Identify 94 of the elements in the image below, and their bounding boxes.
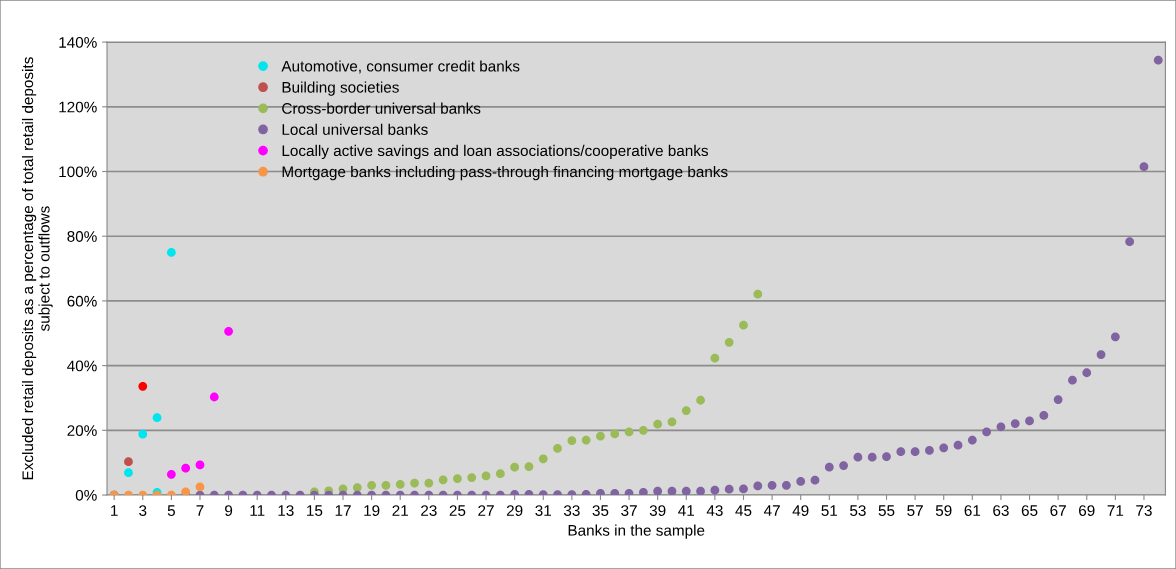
point — [538, 454, 548, 464]
point — [124, 468, 133, 478]
x-tick-label: 57 — [907, 505, 923, 516]
point — [181, 463, 191, 473]
x-tick-label: 55 — [878, 505, 895, 516]
x-tick-label: 39 — [649, 505, 666, 516]
x-tick-label: 5 — [167, 505, 175, 516]
x-tick-label: 1 — [111, 505, 118, 516]
point — [209, 392, 219, 402]
point — [166, 469, 176, 479]
x-tick-label: 67 — [1050, 505, 1066, 516]
x-tick-label: 3 — [139, 505, 147, 516]
point — [381, 480, 391, 490]
y-tick-label: 100% — [59, 166, 97, 178]
point — [596, 431, 605, 441]
x-tick-label: 21 — [392, 505, 408, 516]
x-tick-label: 7 — [196, 505, 204, 516]
x-tick-label: 31 — [535, 505, 551, 516]
point — [753, 289, 763, 299]
point — [681, 406, 691, 415]
point — [710, 353, 720, 363]
point — [624, 427, 634, 437]
x-tick-label: 71 — [1107, 505, 1124, 516]
point — [467, 473, 477, 482]
x-tick-label: 41 — [678, 505, 695, 516]
x-tick-label: 63 — [993, 505, 1009, 516]
y-tick-label: 40% — [67, 360, 97, 372]
point — [166, 248, 176, 257]
x-tick-label: 65 — [1021, 505, 1038, 516]
point — [352, 483, 362, 492]
x-tick-label: 51 — [821, 505, 838, 516]
point — [653, 419, 663, 429]
legend-label: Locally active savings and loan associations/cooperative banks — [282, 144, 709, 160]
x-tick-label: 11 — [250, 505, 265, 516]
point — [739, 320, 748, 330]
x-tick-label: 33 — [563, 505, 580, 516]
point — [581, 435, 591, 445]
point — [724, 337, 734, 347]
x-tick-label: 9 — [225, 505, 233, 516]
point — [438, 475, 448, 485]
x-tick-label: 53 — [850, 505, 866, 516]
point — [567, 436, 577, 446]
legend-label: Building societies — [282, 81, 399, 96]
x-tick-label: 27 — [478, 505, 494, 516]
x-tick-label: 17 — [335, 505, 351, 516]
point — [495, 469, 505, 479]
point — [152, 413, 162, 423]
x-tick-label: 15 — [307, 505, 323, 516]
point — [553, 444, 562, 453]
y-tick-label: 80% — [67, 231, 97, 242]
x-tick-label: 59 — [935, 505, 952, 516]
point — [667, 417, 677, 427]
point — [638, 425, 648, 435]
point — [195, 482, 205, 492]
x-tick-label: 47 — [763, 505, 780, 516]
x-tick-label: 23 — [421, 505, 437, 516]
x-tick-label: 37 — [621, 505, 637, 516]
point — [138, 381, 148, 391]
legend-label: Automotive, consumer credit banks — [281, 60, 520, 74]
x-tick-label: 25 — [449, 505, 466, 516]
point — [424, 478, 434, 488]
legend-label: Mortgage banks including pass-through financing mortgage banks — [282, 165, 728, 181]
x-tick-label: 29 — [506, 505, 523, 516]
x-tick-label: 45 — [735, 505, 752, 516]
point — [524, 462, 534, 471]
point — [138, 429, 148, 439]
point — [481, 471, 491, 481]
y-tick-label: 140% — [59, 36, 97, 48]
y-tick-label: 60% — [67, 295, 97, 307]
point — [395, 479, 405, 489]
x-tick-label: 43 — [706, 505, 723, 516]
y-tick-label: 0% — [75, 489, 97, 501]
point — [367, 480, 377, 490]
x-tick-label: 49 — [792, 505, 809, 516]
y-tick-label: 120% — [59, 101, 97, 113]
point — [610, 429, 620, 439]
legend-label: Cross-border universal banks — [282, 102, 481, 114]
point — [696, 395, 705, 405]
x-tick-label: 61 — [964, 505, 981, 516]
point — [195, 460, 205, 470]
x-tick-label: 35 — [592, 505, 609, 516]
x-axis-title: Banks in the sample — [568, 524, 705, 539]
point — [453, 474, 462, 483]
point — [510, 462, 520, 472]
y-axis-title: Excluded retail deposits as a percentage of total retail deposits subject to outflows — [21, 57, 53, 480]
point — [124, 457, 133, 467]
x-tick-label: 13 — [278, 505, 294, 516]
y-tick-label: 20% — [67, 425, 97, 437]
point — [224, 326, 233, 336]
point — [410, 478, 419, 488]
x-tick-label: 19 — [364, 505, 380, 516]
x-tick-label: 69 — [1079, 505, 1095, 516]
x-tick-label: 73 — [1136, 505, 1152, 516]
legend-label: Local universal banks — [282, 123, 428, 135]
